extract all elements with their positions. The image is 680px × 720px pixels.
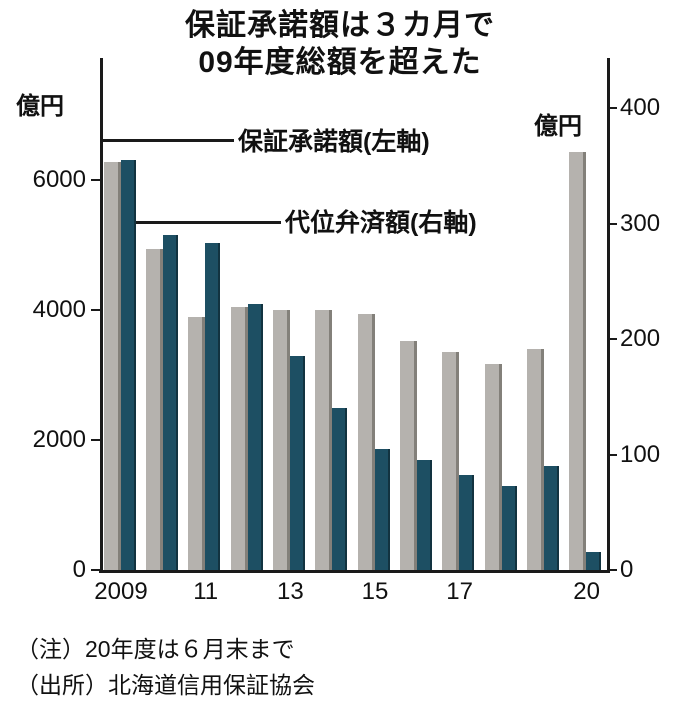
left-axis-tick-label: 0: [72, 556, 86, 583]
bar-guarantee-2016: [399, 341, 417, 570]
left-axis-tick: [91, 179, 100, 182]
right-axis-tick: [608, 453, 617, 456]
bar-subrogation-2012: [247, 304, 263, 570]
bar-guarantee-2019: [526, 349, 544, 570]
left-axis-tick-label: 2000: [32, 426, 86, 454]
right-axis-tick: [608, 338, 617, 341]
right-axis-tick-label: 400: [620, 94, 661, 122]
chart-title-line1: 保証承諾額は３カ月で: [185, 9, 495, 42]
legend-subrogation-line: [128, 221, 281, 224]
right-axis-tick: [608, 569, 617, 571]
x-axis-label-15: 15: [361, 578, 389, 605]
left-axis-line: [100, 58, 103, 572]
bar-subrogation-2011: [205, 243, 221, 570]
bar-guarantee-2012: [230, 307, 248, 570]
legend-guarantee-line: [102, 139, 234, 142]
x-axis-label-11: 11: [193, 578, 219, 605]
bar-subrogation-2019: [543, 466, 559, 570]
right-axis-tick: [608, 107, 617, 110]
bar-subrogation-2017: [459, 475, 475, 570]
chart-title: 保証承諾額は３カ月で 09年度総額を超えた: [0, 8, 680, 81]
bar-guarantee-2010: [145, 248, 163, 570]
right-axis-unit: 億円: [534, 113, 582, 140]
left-axis-unit: 億円: [16, 93, 64, 120]
left-axis-tick-label: 4000: [32, 296, 86, 324]
bar-guarantee-2014: [315, 310, 333, 570]
bar-guarantee-2013: [272, 310, 290, 570]
bar-guarantee-2015: [357, 313, 375, 570]
left-axis-tick: [91, 309, 100, 312]
bar-guarantee-2020: [569, 151, 587, 570]
chart-title-line2: 09年度総額を超えた: [198, 45, 482, 79]
x-axis-label-13: 13: [276, 578, 304, 605]
footnote: （注）20年度は６月末まで: [16, 636, 295, 662]
bar-guarantee-2011: [188, 316, 206, 570]
left-axis-tick-label: 6000: [32, 166, 86, 194]
x-axis-label-2009: 2009: [94, 578, 148, 605]
bar-subrogation-2013: [289, 356, 305, 570]
legend-subrogation-label: 代位弁済額(右軸): [285, 209, 477, 237]
bar-subrogation-2010: [162, 235, 178, 570]
right-axis-line: [607, 58, 610, 572]
bar-subrogation-2016: [416, 460, 432, 570]
right-axis-tick-label: 300: [620, 209, 661, 237]
left-axis-tick: [91, 569, 100, 571]
bar-subrogation-2009: [120, 160, 136, 570]
bar-guarantee-2018: [484, 363, 502, 570]
right-axis-tick-label: 0: [620, 556, 634, 583]
left-axis-tick: [91, 439, 100, 442]
right-axis-tick-label: 200: [620, 325, 661, 353]
bar-subrogation-2020: [586, 551, 602, 570]
right-axis-tick-label: 100: [620, 440, 661, 468]
bar-subrogation-2014: [332, 408, 348, 570]
right-axis-tick: [608, 222, 617, 225]
legend-guarantee-label: 保証承諾額(左軸): [238, 128, 430, 156]
bar-subrogation-2018: [501, 485, 517, 570]
bar-subrogation-2015: [374, 448, 390, 570]
bar-guarantee-2009: [103, 162, 121, 570]
x-axis-label-20: 20: [573, 578, 600, 605]
x-axis-line: [99, 570, 610, 573]
x-axis-label-17: 17: [446, 578, 473, 605]
source-note: （出所）北海道信用保証協会: [16, 672, 315, 698]
bar-guarantee-2017: [442, 352, 460, 570]
